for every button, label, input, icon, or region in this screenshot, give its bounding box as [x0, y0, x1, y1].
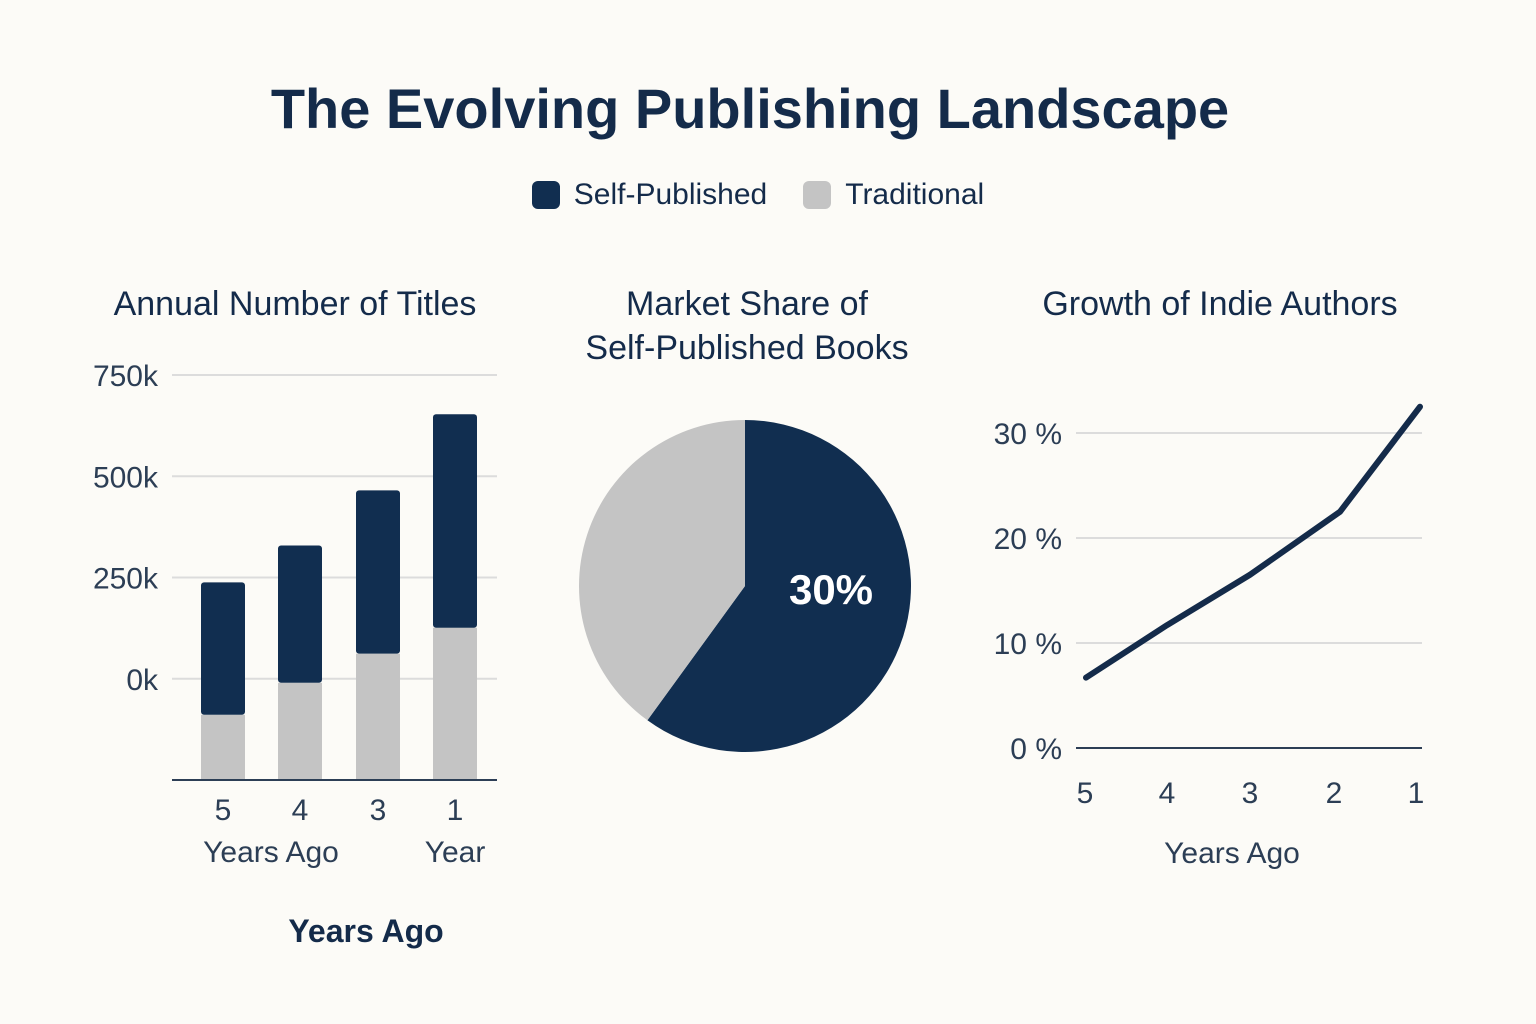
y-tick-label: 0k: [126, 664, 159, 697]
legend-item-self-published: Self-Published: [531, 178, 768, 212]
y-tick-label: 250k: [93, 563, 159, 596]
y-tick-label: 750k: [93, 360, 159, 393]
x-tick-label: 1: [1408, 777, 1425, 810]
bar-traditional: [356, 653, 400, 780]
y-tick-label: 20 %: [994, 523, 1062, 556]
pie-chart-title: Market Share of Self-Published Books: [537, 282, 957, 370]
line-series-indie-authors: [1083, 403, 1423, 681]
x-tick-label: 4: [292, 794, 309, 827]
legend-swatch-self-published: [531, 181, 560, 209]
pie-title-line: Self-Published Books: [585, 329, 909, 367]
legend-swatch-traditional: [803, 181, 832, 209]
legend-label: Self-Published: [573, 178, 768, 211]
legend: Self-Published Traditional: [0, 178, 1516, 212]
page-title: The Evolving Publishing Landscape: [270, 77, 1230, 140]
bar-self-published: [356, 490, 400, 654]
bar-self-published: [278, 545, 322, 683]
x-axis-title: Years Ago: [288, 913, 443, 949]
pie-slice-self-published: [647, 419, 912, 752]
x-tick-label: 5: [1077, 777, 1094, 810]
pie-title-line: Market Share of: [626, 285, 868, 323]
bar-traditional: [278, 682, 322, 780]
x-tick-label: 5: [215, 794, 232, 827]
legend-item-traditional: Traditional: [803, 178, 984, 212]
x-sublabel: Years Ago: [203, 836, 339, 869]
x-tick-label: 3: [1242, 777, 1259, 810]
line-chart-title: Growth of Indie Authors: [1042, 285, 1398, 323]
x-tick-label: 1: [447, 794, 464, 827]
bar-self-published: [433, 414, 477, 628]
bar-traditional: [201, 714, 245, 780]
y-tick-label: 10 %: [994, 628, 1062, 661]
x-sublabel: Year: [425, 836, 486, 869]
x-tick-label: 2: [1326, 777, 1343, 810]
bar-traditional: [433, 627, 477, 780]
bar-chart-title: Annual Number of Titles: [113, 285, 477, 323]
y-tick-label: 500k: [93, 461, 159, 494]
bar-self-published: [201, 582, 245, 715]
y-tick-label: 30 %: [994, 418, 1062, 451]
x-tick-label: 3: [370, 794, 387, 827]
y-tick-label: 0 %: [1010, 733, 1062, 766]
x-tick-label: 4: [1159, 777, 1176, 810]
x-axis-title: Years Ago: [1164, 837, 1300, 870]
legend-label: Traditional: [845, 178, 985, 211]
pie-slice-traditional: [579, 420, 745, 721]
pie-data-label: 30%: [789, 566, 873, 613]
